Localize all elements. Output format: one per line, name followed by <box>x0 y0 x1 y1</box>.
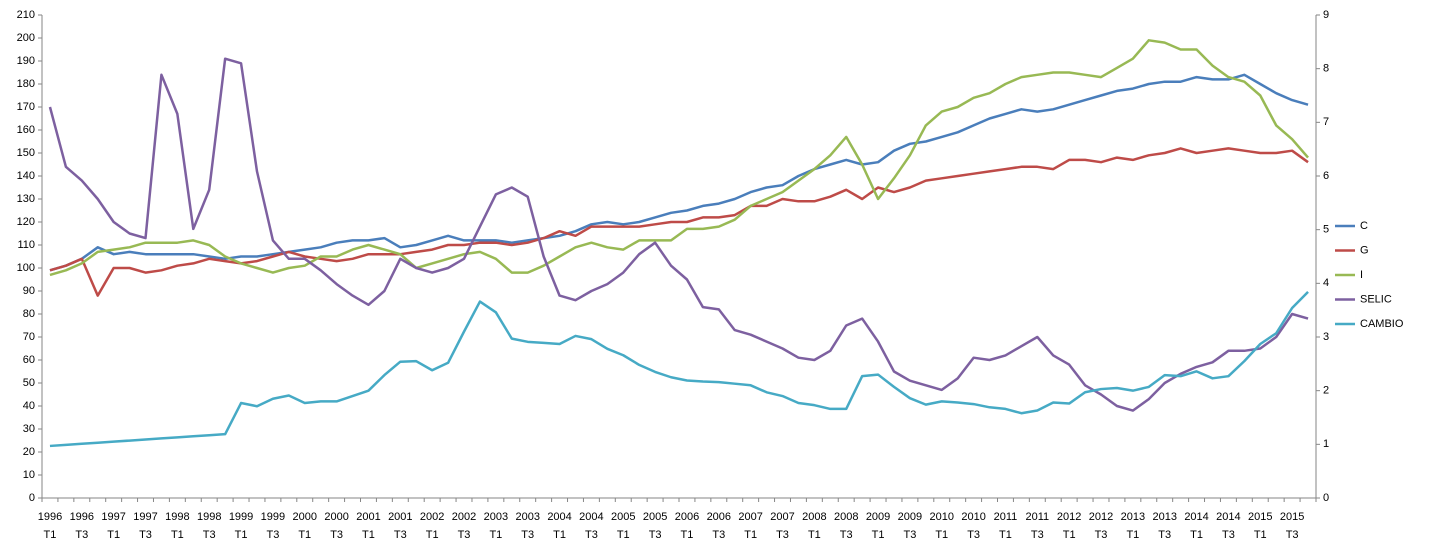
y-tick-label: 180 <box>17 78 35 90</box>
y2-tick-label: 8 <box>1323 63 1329 75</box>
x-tick-label: 1998 T3 <box>197 511 221 541</box>
x-tick-label: 1997 T1 <box>101 511 125 541</box>
x-tick-label: 1997 T3 <box>133 511 157 541</box>
y-tick-label: 70 <box>23 331 35 343</box>
y-tick-label: 50 <box>23 377 35 389</box>
x-tick-label: 2008 T3 <box>834 511 858 541</box>
x-tick-label: 2014 T3 <box>1216 511 1240 541</box>
y2-tick-label: 0 <box>1323 492 1329 504</box>
y-tick-label: 0 <box>29 492 35 504</box>
y-tick-label: 60 <box>23 354 35 366</box>
x-tick-label: 1999 T1 <box>229 511 253 541</box>
x-tick-label: 2012 T1 <box>1057 511 1081 541</box>
x-tick-label: 2012 T3 <box>1089 511 1113 541</box>
x-tick-label: 2014 T1 <box>1184 511 1208 541</box>
series-line <box>49 147 1309 297</box>
y2-tick-label: 1 <box>1323 438 1329 450</box>
x-tick-label: 2003 T3 <box>515 511 539 541</box>
x-tick-label: 2011 T3 <box>1025 511 1049 541</box>
x-tick-label: 2007 T1 <box>738 511 762 541</box>
series-line <box>49 291 1309 448</box>
y-tick-label: 30 <box>23 423 35 435</box>
x-tick-label: 2004 T3 <box>579 511 603 541</box>
x-tick-label: 2007 T3 <box>770 511 794 541</box>
x-tick-label: 2003 T1 <box>484 511 508 541</box>
legend-label: C <box>1360 220 1368 232</box>
x-tick-label: 1996 T3 <box>70 511 94 541</box>
x-tick-label: 2006 T1 <box>675 511 699 541</box>
x-tick-label: 2004 T1 <box>547 511 571 541</box>
legend-label: CAMBIO <box>1360 318 1404 330</box>
y-tick-label: 200 <box>17 32 35 44</box>
x-tick-label: 2015 T1 <box>1248 511 1272 541</box>
y2-tick-label: 2 <box>1323 385 1329 397</box>
legend-label: I <box>1360 269 1363 281</box>
series-line <box>48 57 1309 412</box>
x-tick-label: 2002 T3 <box>452 511 476 541</box>
x-tick-label: 2005 T1 <box>611 511 635 541</box>
x-tick-label: 1999 T3 <box>261 511 285 541</box>
x-tick-label: 2001 T1 <box>356 511 380 541</box>
y-tick-label: 160 <box>17 124 35 136</box>
series-line <box>49 39 1309 277</box>
series-line <box>49 73 1309 272</box>
x-tick-label: 2006 T3 <box>707 511 731 541</box>
y-tick-label: 100 <box>17 262 35 274</box>
x-tick-label: 2001 T3 <box>388 511 412 541</box>
x-tick-label: 2002 T1 <box>420 511 444 541</box>
x-tick-label: 2009 T3 <box>898 511 922 541</box>
x-tick-label: 1998 T1 <box>165 511 189 541</box>
x-tick-label: 2000 T1 <box>293 511 317 541</box>
y2-tick-label: 9 <box>1323 9 1329 21</box>
y2-tick-label: 3 <box>1323 331 1329 343</box>
x-tick-label: 2005 T3 <box>643 511 667 541</box>
y2-tick-label: 5 <box>1323 224 1329 236</box>
y-tick-label: 140 <box>17 170 35 182</box>
y-tick-label: 210 <box>17 9 35 21</box>
y-tick-label: 40 <box>23 400 35 412</box>
legend-label: G <box>1360 244 1369 256</box>
y-tick-label: 130 <box>17 193 35 205</box>
x-tick-label: 2013 T3 <box>1152 511 1176 541</box>
y-tick-label: 150 <box>17 147 35 159</box>
y-tick-label: 170 <box>17 101 35 113</box>
y-tick-label: 10 <box>23 469 35 481</box>
y-tick-label: 190 <box>17 55 35 67</box>
y2-tick-label: 6 <box>1323 170 1329 182</box>
x-tick-label: 2015 T3 <box>1280 511 1304 541</box>
x-tick-label: 2011 T1 <box>994 511 1018 541</box>
y-tick-label: 90 <box>23 285 35 297</box>
legend-label: SELIC <box>1360 293 1392 305</box>
x-tick-label: 2010 T1 <box>930 511 954 541</box>
x-tick-label: 1996 T1 <box>38 511 62 541</box>
x-tick-label: 2008 T1 <box>802 511 826 541</box>
x-tick-label: 2013 T1 <box>1121 511 1145 541</box>
x-tick-label: 2009 T1 <box>866 511 890 541</box>
y-tick-label: 20 <box>23 446 35 458</box>
y-tick-label: 110 <box>17 239 35 251</box>
x-tick-label: 2000 T3 <box>324 511 348 541</box>
x-tick-label: 2010 T3 <box>961 511 985 541</box>
y2-tick-label: 4 <box>1323 277 1329 289</box>
y2-tick-label: 7 <box>1323 116 1329 128</box>
y-tick-label: 80 <box>23 308 35 320</box>
y-tick-label: 120 <box>17 216 35 228</box>
